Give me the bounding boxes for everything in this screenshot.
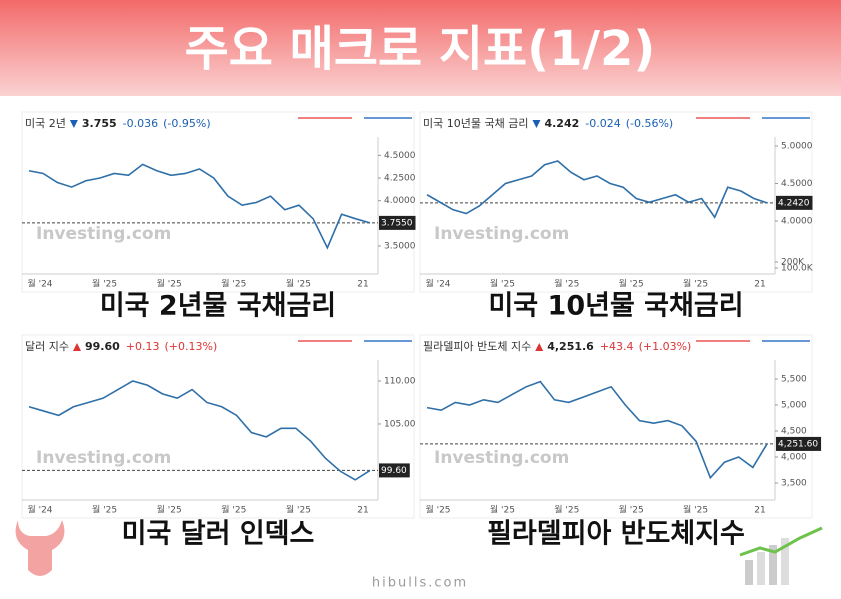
direction-arrow: [535, 343, 544, 351]
chart-panel: [21, 334, 415, 519]
page-title: 주요 매크로 지표(1/2): [185, 21, 656, 77]
x-tick-label: 21: [357, 506, 368, 516]
watermark: Investing.com: [36, 448, 171, 468]
x-tick-label: 월 '25: [554, 504, 579, 516]
chart-panel: [21, 111, 415, 293]
x-tick-label: 월 '25: [619, 278, 644, 290]
x-tick-label: 월 '25: [683, 504, 708, 516]
header-band: [0, 0, 841, 96]
current-tag: [379, 463, 410, 478]
x-tick-label: 월 '25: [490, 278, 515, 290]
y-tick-label: 5.0000: [781, 141, 813, 151]
y-tick-label: 4.0000: [384, 196, 416, 206]
x-tick-label: 월 '25: [221, 504, 246, 516]
y-tick-label: 4,500: [781, 427, 807, 437]
current-tag: [379, 215, 416, 230]
current-label: 99.60: [381, 466, 407, 476]
header-name: 달러 지수: [25, 340, 69, 353]
current-label: 4.2420: [778, 198, 810, 208]
header-value: 3.755: [82, 117, 117, 130]
y-tick-label: 4.5000: [384, 151, 416, 161]
x-tick-label: 21: [754, 280, 765, 290]
price-line: [28, 163, 371, 250]
y-tick-label: 4.0000: [781, 217, 813, 227]
y-tick-label: 105.00: [384, 419, 416, 429]
x-tick-label: 월 '25: [619, 504, 644, 516]
price-line: [426, 160, 768, 219]
y2-tick-label: 200K: [781, 258, 805, 268]
y-tick-label: 5,000: [781, 401, 807, 411]
chart-caption: 미국 2년물 국채금리: [100, 291, 336, 322]
direction-arrow: [72, 343, 81, 351]
x-tick-label: 21: [357, 280, 368, 290]
x-tick-label: 월 '25: [221, 278, 246, 290]
header-pct: (-0.56%): [626, 117, 674, 130]
x-tick-label: 월 '25: [92, 504, 117, 516]
chart-panel: [419, 334, 813, 519]
chart-caption: 미국 달러 인덱스: [122, 519, 315, 550]
header-name: 미국 10년물 국채 금리: [423, 117, 528, 130]
chart-caption: 필라델피아 반도체지수: [487, 519, 745, 550]
y-tick-label: 5,500: [781, 375, 807, 385]
x-tick-label: 월 '25: [157, 278, 182, 290]
header-value: 4,251.6: [547, 340, 594, 353]
x-tick-label: 월 '24: [425, 278, 450, 290]
x-tick-label: 월 '25: [286, 278, 311, 290]
header-pct: (+1.03%): [639, 340, 692, 353]
footer: hibulls.com: [372, 576, 468, 591]
x-tick-label: 월 '25: [425, 504, 450, 516]
header-pct: (+0.13%): [165, 340, 218, 353]
x-tick-label: 월 '25: [554, 278, 579, 290]
direction-arrow: [69, 120, 78, 128]
y-tick-label: 4.5000: [781, 179, 813, 189]
x-tick-label: 월 '24: [27, 278, 52, 290]
x-tick-label: 21: [754, 506, 765, 516]
growth-icon: [739, 526, 823, 585]
direction-arrow: [532, 120, 541, 128]
price-line: [426, 380, 768, 480]
x-tick-label: 월 '24: [27, 504, 52, 516]
x-tick-label: 월 '25: [490, 504, 515, 516]
x-tick-label: 월 '25: [683, 278, 708, 290]
x-tick-label: 월 '25: [92, 278, 117, 290]
current-tag: [776, 436, 822, 451]
current-label: 4,251.60: [778, 439, 818, 449]
y-tick-label: 110.00: [384, 376, 416, 386]
price-line: [28, 380, 371, 481]
y2-tick-label: 100.0K: [781, 264, 814, 274]
x-tick-label: 월 '25: [157, 504, 182, 516]
x-tick-label: 월 '25: [286, 504, 311, 516]
y-tick-label: 3,500: [781, 478, 807, 488]
header-change: -0.036: [123, 117, 158, 130]
header-change: +0.13: [126, 340, 160, 353]
y-tick-label: 3.5000: [384, 241, 416, 251]
watermark: Investing.com: [36, 224, 171, 244]
header-name: 미국 2년: [25, 117, 66, 130]
chart-caption: 미국 10년물 국채금리: [488, 291, 743, 322]
header-value: 99.60: [85, 340, 120, 353]
header-change: -0.024: [585, 117, 620, 130]
header-pct: (-0.95%): [163, 117, 211, 130]
y-tick-label: 4.2500: [384, 174, 416, 184]
header-name: 필라델피아 반도체 지수: [423, 340, 531, 353]
watermark: Investing.com: [434, 448, 569, 468]
y-tick-label: 4,000: [781, 453, 807, 463]
chart-panel: [419, 111, 813, 293]
logo: [15, 520, 65, 576]
header-value: 4.242: [544, 117, 579, 130]
watermark: Investing.com: [434, 224, 569, 244]
current-tag: [776, 195, 813, 210]
current-label: 3.7550: [381, 218, 413, 228]
header-change: +43.4: [600, 340, 634, 353]
